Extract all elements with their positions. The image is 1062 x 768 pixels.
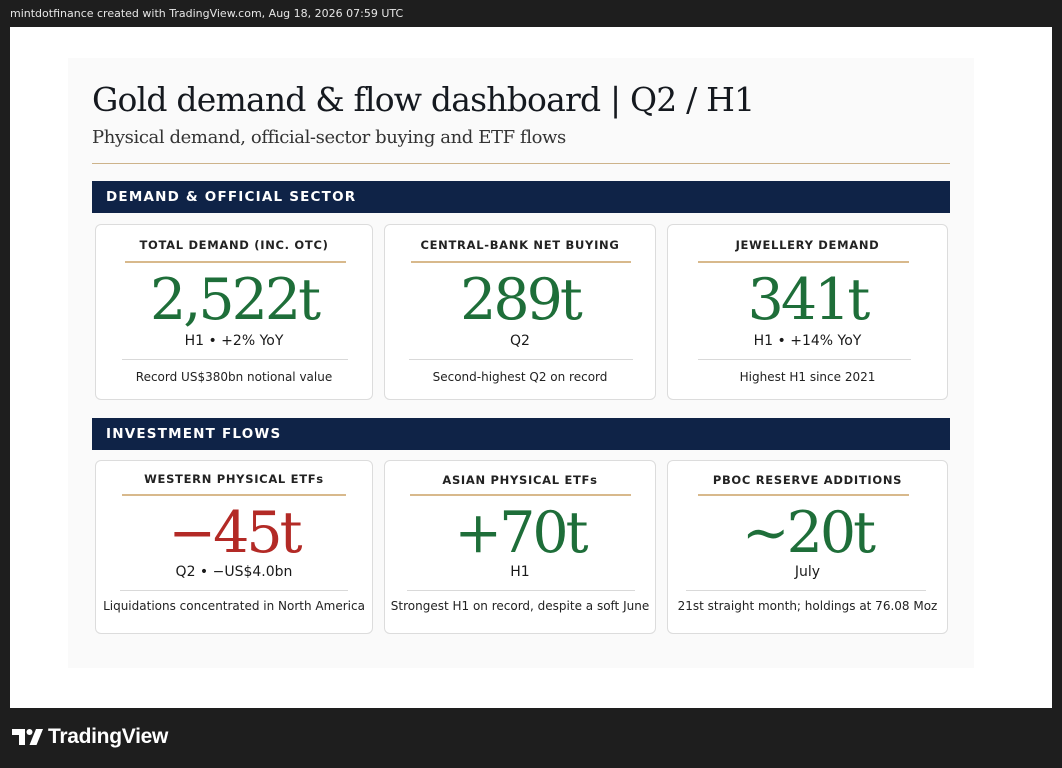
card-value: +70t: [454, 500, 588, 566]
tradingview-brand[interactable]: TradingView: [48, 725, 169, 748]
card-period: Q2: [510, 333, 530, 349]
title-divider: [92, 163, 950, 164]
card-label: CENTRAL-BANK NET BUYING: [420, 238, 620, 252]
card-divider: [409, 359, 633, 360]
card-note: Record US$380bn notional value: [135, 370, 333, 384]
kpi-card-central-bank: CENTRAL-BANK NET BUYING 289t Q2 Second-h…: [384, 224, 656, 400]
card-period: H1 • +14% YoY: [753, 333, 862, 349]
tradingview-logo-icon[interactable]: [12, 727, 44, 747]
kpi-card-jewellery: JEWELLERY DEMAND 341t H1 • +14% YoY High…: [667, 224, 948, 400]
attribution-bar: mintdotfinance created with TradingView.…: [0, 0, 1062, 27]
card-period: H1: [510, 564, 530, 580]
card-divider: [407, 590, 635, 591]
card-label: PBOC RESERVE ADDITIONS: [712, 473, 903, 487]
card-label: TOTAL DEMAND (INC. OTC): [139, 238, 329, 252]
card-value: ~20t: [741, 500, 876, 566]
card-note: Highest H1 since 2021: [739, 370, 876, 384]
card-value: −45t: [168, 500, 302, 566]
card-label: ASIAN PHYSICAL ETFs: [442, 473, 598, 487]
card-accent-rule: [411, 261, 631, 263]
card-period: H1 • +2% YoY: [184, 333, 284, 349]
kpi-card-western-etfs: WESTERN PHYSICAL ETFs −45t Q2 • −US$4.0b…: [95, 460, 373, 634]
card-divider: [120, 590, 348, 591]
card-period: July: [794, 564, 821, 580]
card-label: JEWELLERY DEMAND: [735, 238, 880, 252]
card-accent-rule: [410, 494, 631, 496]
dashboard-title: Gold demand & flow dashboard | Q2 / H1: [92, 80, 755, 119]
kpi-card-pboc-reserves: PBOC RESERVE ADDITIONS ~20t July 21st st…: [667, 460, 948, 634]
dashboard-subtitle: Physical demand, official-sector buying …: [92, 127, 566, 148]
card-note: Liquidations concentrated in North Ameri…: [103, 599, 365, 613]
card-note: Second-highest Q2 on record: [432, 370, 608, 384]
card-accent-rule: [698, 261, 909, 263]
card-value: 2,522t: [149, 267, 321, 333]
card-note: 21st straight month; holdings at 76.08 M…: [677, 599, 938, 613]
kpi-card-asian-etfs: ASIAN PHYSICAL ETFs +70t H1 Strongest H1…: [384, 460, 656, 634]
card-divider: [686, 590, 926, 591]
attribution-text: mintdotfinance created with TradingView.…: [10, 7, 404, 20]
card-divider: [122, 359, 348, 360]
card-value: 289t: [460, 267, 583, 333]
card-period: Q2 • −US$4.0bn: [175, 564, 293, 580]
card-accent-rule: [698, 494, 909, 496]
card-value: 341t: [747, 267, 871, 333]
card-accent-rule: [125, 261, 346, 263]
card-accent-rule: [122, 494, 346, 496]
card-note: Strongest H1 on record, despite a soft J…: [390, 599, 650, 613]
section-banner-investment: INVESTMENT FLOWS: [92, 418, 950, 450]
section-banner-demand: DEMAND & OFFICIAL SECTOR: [92, 181, 950, 213]
card-label: WESTERN PHYSICAL ETFs: [144, 472, 324, 486]
kpi-card-total-demand: TOTAL DEMAND (INC. OTC) 2,522t H1 • +2% …: [95, 224, 373, 400]
card-divider: [698, 359, 911, 360]
